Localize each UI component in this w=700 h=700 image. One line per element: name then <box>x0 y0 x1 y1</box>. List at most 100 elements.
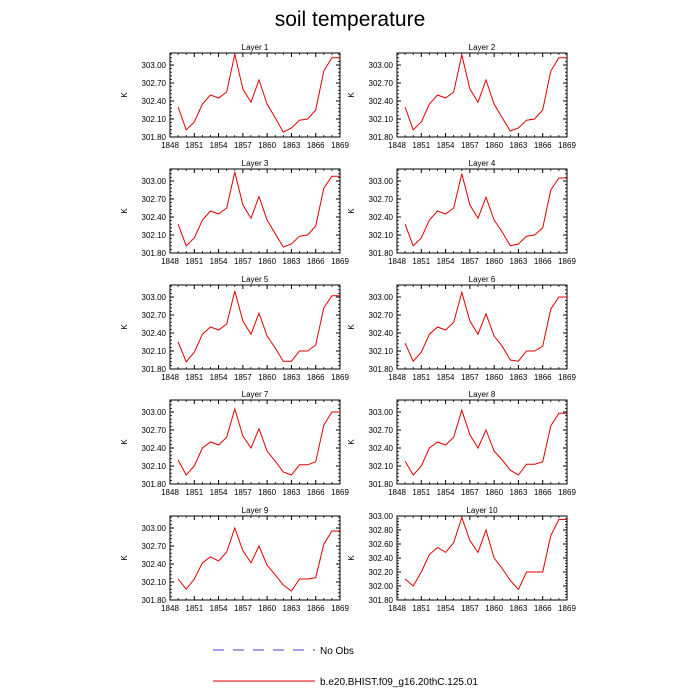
panel-9-xtick-label: 1848 <box>161 604 179 613</box>
panel-9-ytick-label: 301.80 <box>142 596 167 605</box>
panel-4-xtick-label: 1860 <box>485 257 503 266</box>
panel-7-frame <box>169 399 341 485</box>
panel-6-ytick-label: 302.40 <box>369 329 394 338</box>
panel-4-xtick-label: 1866 <box>534 257 552 266</box>
panel-9-xtick-label: 1866 <box>307 604 325 613</box>
panel-2-series-line <box>404 54 567 132</box>
panel-2-xtick-label: 1851 <box>412 141 430 150</box>
panel-10-ytick-label: 302.00 <box>369 582 394 591</box>
panel-3-series-line <box>177 171 340 248</box>
panel-8-xtick-label: 1854 <box>437 488 455 497</box>
panel-7-xtick-label: 1869 <box>331 488 349 497</box>
panel-4-ytick-label: 302.70 <box>369 195 394 204</box>
panel-9-ytick-label: 302.40 <box>142 560 167 569</box>
panel-8-ylabel: K <box>347 439 356 445</box>
legend-label-2: b.e20.BHIST.f09_g16.20thC.125.01 <box>320 677 478 688</box>
panel-1-ytick-label: 302.40 <box>142 97 167 106</box>
panel-2-title: Layer 2 <box>469 43 496 52</box>
panel-2-xtick-label: 1866 <box>534 141 552 150</box>
panel-10-ytick-label: 302.60 <box>369 540 394 549</box>
panel-3-ytick-label: 302.10 <box>142 231 167 240</box>
panel-6-ylabel: K <box>347 324 356 330</box>
panel-7-ytick-label: 302.70 <box>142 426 167 435</box>
panel-10-ytick-label: 303.00 <box>369 512 394 521</box>
panel-9-xtick-label: 1860 <box>258 604 276 613</box>
panel-8-ytick-label: 303.00 <box>369 408 394 417</box>
panel-8-xtick-label: 1866 <box>534 488 552 497</box>
panel-2-ytick-label: 302.10 <box>369 115 394 124</box>
panel-10-ytick-label: 301.80 <box>369 596 394 605</box>
panel-2-xtick-label: 1857 <box>461 141 479 150</box>
panel-4-frame <box>396 168 568 254</box>
panel-2-ytick-label: 302.70 <box>369 79 394 88</box>
panel-3-ytick-label: 303.00 <box>142 177 167 186</box>
panel-10-xtick-label: 1863 <box>510 604 528 613</box>
panel-2-xtick-label: 1860 <box>485 141 503 150</box>
panel-1-xtick-label: 1851 <box>185 141 203 150</box>
panel-1-ytick-label: 303.00 <box>142 61 167 70</box>
panel-10-series-line <box>404 515 567 591</box>
panel-9-series-line <box>177 526 340 592</box>
panel-2-ytick-label: 301.80 <box>369 133 394 142</box>
panel-5-frame <box>169 284 341 370</box>
panel-2-ytick-label: 303.00 <box>369 61 394 70</box>
panel-9-xtick-label: 1869 <box>331 604 349 613</box>
panel-4-xtick-label: 1869 <box>558 257 576 266</box>
panel-3-xtick-label: 1854 <box>210 257 228 266</box>
panel-3-frame <box>169 168 341 254</box>
panel-2-xtick-label: 1863 <box>510 141 528 150</box>
panel-3-ytick-label: 301.80 <box>142 249 167 258</box>
panel-6-xtick-label: 1866 <box>534 373 552 382</box>
panel-4-ytick-label: 301.80 <box>369 249 394 258</box>
panel-10-xtick-label: 1854 <box>437 604 455 613</box>
panel-2-ylabel: K <box>347 92 356 98</box>
panel-1-frame <box>169 52 341 138</box>
panel-3-xtick-label: 1869 <box>331 257 349 266</box>
panel-6-xtick-label: 1860 <box>485 373 503 382</box>
panel-3-xtick-label: 1851 <box>185 257 203 266</box>
panel-4-xtick-label: 1848 <box>388 257 406 266</box>
panel-4-ytick-label: 302.40 <box>369 213 394 222</box>
panel-10-xtick-label: 1857 <box>461 604 479 613</box>
panel-5-title: Layer 5 <box>242 275 269 284</box>
panel-10-title: Layer 10 <box>466 506 498 515</box>
panel-3-xtick-label: 1857 <box>234 257 252 266</box>
panel-1-xtick-label: 1848 <box>161 141 179 150</box>
panel-5-xtick-label: 1851 <box>185 373 203 382</box>
panel-3-ylabel: K <box>120 208 129 214</box>
panel-4-xtick-label: 1851 <box>412 257 430 266</box>
panel-7-title: Layer 7 <box>242 390 269 399</box>
panel-1-series-line <box>177 54 340 133</box>
panel-6-xtick-label: 1869 <box>558 373 576 382</box>
panel-7-series-line <box>177 407 340 476</box>
panel-1-ytick-label: 302.70 <box>142 79 167 88</box>
panel-8-xtick-label: 1848 <box>388 488 406 497</box>
panel-3-ytick-label: 302.40 <box>142 213 167 222</box>
page-title: soil temperature <box>274 8 426 31</box>
panel-6-ytick-label: 302.10 <box>369 347 394 356</box>
panel-5-xtick-label: 1857 <box>234 373 252 382</box>
panel-6-title: Layer 6 <box>469 275 496 284</box>
legend-label-1: No Obs <box>320 646 354 657</box>
panel-2-frame <box>396 52 568 138</box>
panel-6-frame <box>396 284 568 370</box>
panel-4-ylabel: K <box>347 208 356 214</box>
panel-1-xtick-label: 1860 <box>258 141 276 150</box>
panel-4-ytick-label: 303.00 <box>369 177 394 186</box>
panel-3-ytick-label: 302.70 <box>142 195 167 204</box>
panel-10-xtick-label: 1848 <box>388 604 406 613</box>
panel-10-ytick-label: 302.80 <box>369 526 394 535</box>
panel-5-ylabel: K <box>120 324 129 330</box>
panel-3-xtick-label: 1866 <box>307 257 325 266</box>
panel-8-ytick-label: 302.10 <box>369 462 394 471</box>
panel-5-ytick-label: 302.70 <box>142 311 167 320</box>
panel-5-ytick-label: 302.40 <box>142 329 167 338</box>
panel-5-xtick-label: 1848 <box>161 373 179 382</box>
panel-9-xtick-label: 1857 <box>234 604 252 613</box>
panel-6-ytick-label: 301.80 <box>369 365 394 374</box>
panel-5-ytick-label: 301.80 <box>142 365 167 374</box>
panel-1-xtick-label: 1863 <box>283 141 301 150</box>
panel-10-ytick-label: 302.20 <box>369 568 394 577</box>
panel-9-ytick-label: 302.10 <box>142 578 167 587</box>
